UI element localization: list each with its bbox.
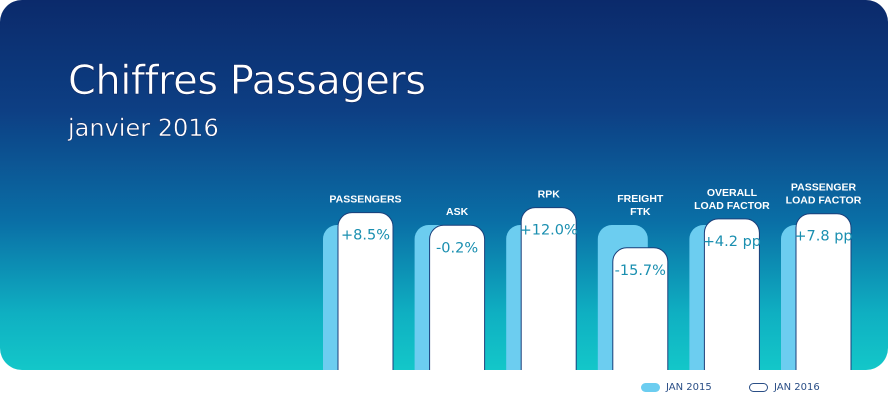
legend-label-jan-2015: JAN 2015: [666, 381, 712, 393]
bar-jan-2016: [795, 213, 852, 370]
bar-jan-2016: [703, 218, 760, 370]
legend-label-jan-2016: JAN 2016: [774, 381, 820, 393]
bar-jan-2016: [337, 212, 394, 370]
legend-item-jan-2015: JAN 2015: [641, 380, 712, 394]
value-label: -0.2%: [436, 240, 478, 256]
category-label: LOAD FACTOR: [786, 195, 862, 207]
value-label: +12.0%: [520, 223, 578, 239]
value-label: -15.7%: [615, 263, 666, 279]
category-label: LOAD FACTOR: [694, 200, 770, 212]
legend-swatch-jan-2016: [749, 382, 768, 392]
chart-title: Chiffres Passagers: [68, 58, 427, 105]
bar-jan-2016: [429, 224, 486, 370]
category-label: FREIGHT: [617, 193, 664, 205]
bar-jan-2016: [612, 247, 669, 370]
value-label: +8.5%: [341, 228, 390, 244]
category-label: ASK: [446, 206, 469, 218]
chart-panel: Chiffres Passagers janvier 2016 PASSENGE…: [0, 0, 888, 370]
legend-swatch-jan-2015: [641, 382, 660, 392]
category-label: FTK: [630, 206, 651, 218]
bar-chart: PASSENGERS +8.5% ASK -0.2% RPK +12.0% FREIGHTF…: [323, 182, 862, 370]
legend-item-jan-2016: JAN 2016: [749, 380, 820, 394]
bar-jan-2016: [520, 207, 577, 370]
category-label: PASSENGERS: [329, 194, 401, 206]
category-label: RPK: [538, 189, 561, 201]
value-label: +7.8 pp: [794, 229, 852, 245]
category-label: PASSENGER: [791, 182, 857, 194]
chart-subtitle: janvier 2016: [68, 114, 219, 142]
value-label: +4.2 pp: [703, 234, 761, 250]
category-label: OVERALL: [707, 187, 758, 199]
